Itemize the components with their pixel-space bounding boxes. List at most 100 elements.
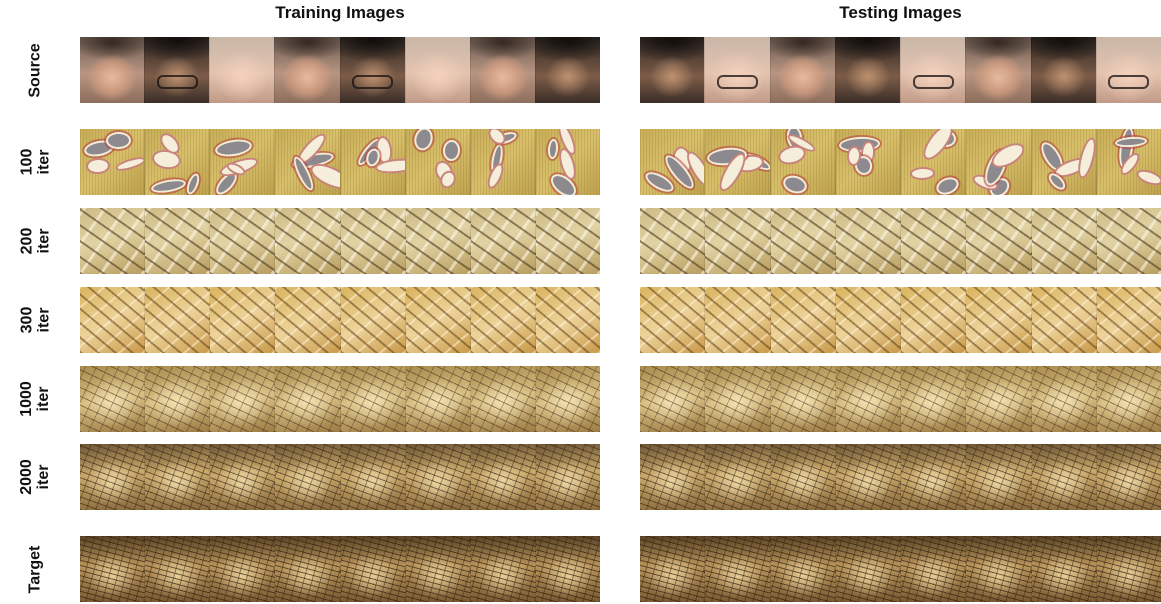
testing-image-iter200-5 (900, 208, 966, 274)
glasses-shape (156, 75, 198, 89)
training-image-source-2 (144, 37, 210, 103)
testing-image-iter100-2 (704, 129, 770, 195)
row-label-text: Target (26, 545, 44, 593)
row-label-text: 100 iter (17, 148, 52, 176)
testing-image-source-8 (1095, 37, 1161, 103)
training-image-target-6 (404, 536, 470, 602)
testing-image-iter200-1 (640, 208, 705, 274)
training-images-title: Training Images (275, 3, 405, 22)
training-image-source-7 (469, 37, 535, 103)
artifact-blob (918, 129, 958, 165)
training-image-source-8 (534, 37, 600, 103)
row-label-iter2000: 2000 iter (0, 444, 70, 510)
training-image-iter2000-8 (534, 444, 600, 510)
training-image-iter100-1 (80, 129, 145, 195)
testing-image-iter2000-3 (769, 444, 835, 510)
training-image-iter2000-2 (144, 444, 210, 510)
training-image-target-7 (469, 536, 535, 602)
artifact-blob (780, 172, 809, 195)
glasses-shape (1108, 75, 1150, 89)
testing-image-target-1 (640, 536, 705, 602)
testing-image-iter300-7 (1030, 287, 1096, 353)
training-image-iter300-4 (274, 287, 340, 353)
artifact-blob (547, 138, 559, 160)
training-image-iter100-5 (339, 129, 405, 195)
training-image-iter1000-4 (274, 366, 340, 432)
artifact-blob (85, 157, 111, 175)
artifact-blob (214, 137, 254, 159)
row-label-iter200: 200 iter (0, 208, 70, 274)
testing-image-iter1000-8 (1095, 366, 1161, 432)
training-strip-target (80, 536, 600, 602)
testing-image-iter300-6 (965, 287, 1031, 353)
row-label-text: 1000 iter (18, 381, 52, 417)
testing-image-target-7 (1030, 536, 1096, 602)
testing-image-iter200-6 (965, 208, 1031, 274)
training-strip-iter2000 (80, 444, 600, 510)
training-image-iter200-6 (404, 208, 470, 274)
testing-image-iter1000-5 (900, 366, 966, 432)
testing-image-iter200-8 (1095, 208, 1161, 274)
testing-image-iter1000-1 (640, 366, 705, 432)
training-image-iter100-6 (404, 129, 470, 195)
testing-image-iter1000-6 (965, 366, 1031, 432)
training-image-iter1000-6 (404, 366, 470, 432)
training-image-iter200-7 (469, 208, 535, 274)
testing-image-iter100-3 (769, 129, 835, 195)
training-image-iter2000-6 (404, 444, 470, 510)
testing-image-iter300-8 (1095, 287, 1161, 353)
testing-image-iter300-5 (900, 287, 966, 353)
training-image-iter300-1 (80, 287, 145, 353)
row-label-iter100: 100 iter (0, 129, 70, 195)
artifact-blob (441, 139, 461, 162)
testing-image-iter2000-2 (704, 444, 770, 510)
artifact-blob (484, 161, 507, 191)
testing-image-iter1000-7 (1030, 366, 1096, 432)
training-image-target-5 (339, 536, 405, 602)
testing-image-target-5 (900, 536, 966, 602)
training-image-target-4 (274, 536, 340, 602)
testing-strip-iter200 (640, 208, 1161, 274)
training-image-iter2000-1 (80, 444, 145, 510)
testing-image-target-8 (1095, 536, 1161, 602)
testing-image-source-6 (965, 37, 1031, 103)
testing-strip-iter2000 (640, 444, 1161, 510)
training-image-iter100-2 (144, 129, 210, 195)
training-image-iter200-1 (80, 208, 145, 274)
training-image-source-5 (339, 37, 405, 103)
testing-image-iter100-5 (900, 129, 966, 195)
testing-image-source-5 (900, 37, 966, 103)
testing-image-iter2000-6 (965, 444, 1031, 510)
training-image-iter2000-3 (209, 444, 275, 510)
testing-images-title: Testing Images (839, 3, 962, 22)
training-image-source-6 (404, 37, 470, 103)
training-strip-iter100 (80, 129, 600, 195)
testing-image-iter1000-2 (704, 366, 770, 432)
testing-image-iter300-1 (640, 287, 705, 353)
training-image-iter2000-5 (339, 444, 405, 510)
artifact-blob (933, 174, 962, 195)
training-image-iter1000-2 (144, 366, 210, 432)
artifact-blob (775, 142, 808, 168)
testing-image-iter300-3 (769, 287, 835, 353)
testing-strip-iter300 (640, 287, 1161, 353)
testing-image-iter200-4 (834, 208, 900, 274)
row-label-iter1000: 1000 iter (0, 366, 70, 432)
training-image-target-1 (80, 536, 145, 602)
training-image-iter300-6 (404, 287, 470, 353)
training-image-iter200-3 (209, 208, 275, 274)
training-strip-iter1000 (80, 366, 600, 432)
testing-image-iter1000-4 (834, 366, 900, 432)
row-label-iter300: 300 iter (0, 287, 70, 353)
testing-image-target-4 (834, 536, 900, 602)
training-strip-iter300 (80, 287, 600, 353)
testing-image-iter100-6 (965, 129, 1031, 195)
row-label-text: 200 iter (17, 227, 52, 255)
testing-image-iter200-3 (769, 208, 835, 274)
testing-strip-iter1000 (640, 366, 1161, 432)
artifact-blob (184, 171, 202, 195)
training-image-iter2000-7 (469, 444, 535, 510)
testing-image-iter100-1 (640, 129, 705, 195)
training-image-iter1000-5 (339, 366, 405, 432)
training-image-iter100-4 (274, 129, 340, 195)
